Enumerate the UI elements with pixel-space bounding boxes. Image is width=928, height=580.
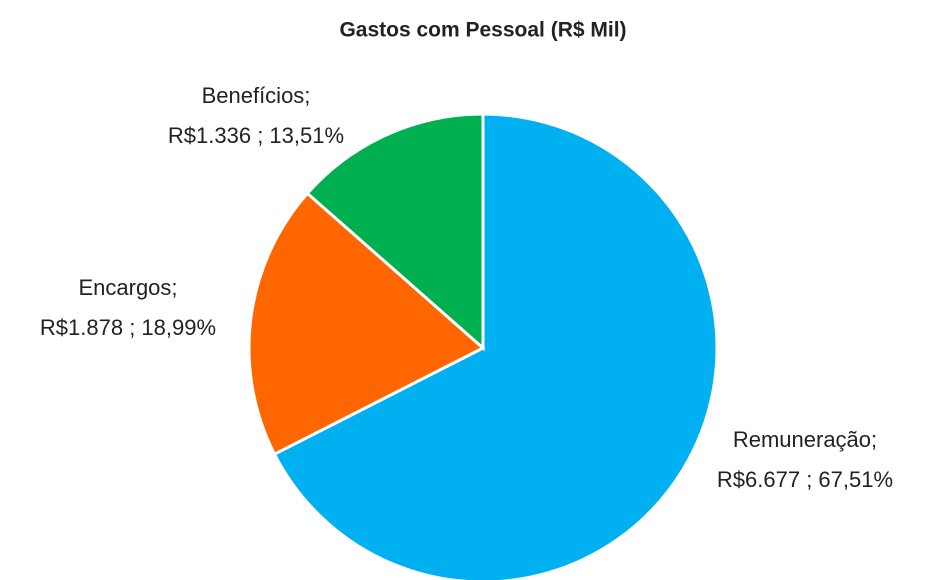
slice-value-label: R$1.878 ; 18,99% (40, 315, 216, 340)
slice-category-label: Benefícios; (202, 83, 311, 108)
slice-category-label: Encargos; (78, 275, 177, 300)
pie-slice (247, 191, 486, 457)
slice-category-label: Remuneração; (733, 427, 877, 452)
slice-value-label: R$6.677 ; 67,51% (717, 467, 893, 492)
slice-value-label: R$1.336 ; 13,51% (168, 123, 344, 148)
pie-slice (272, 112, 719, 580)
pie-slice (305, 112, 485, 352)
chart-title: Gastos com Pessoal (R$ Mil) (339, 19, 626, 42)
